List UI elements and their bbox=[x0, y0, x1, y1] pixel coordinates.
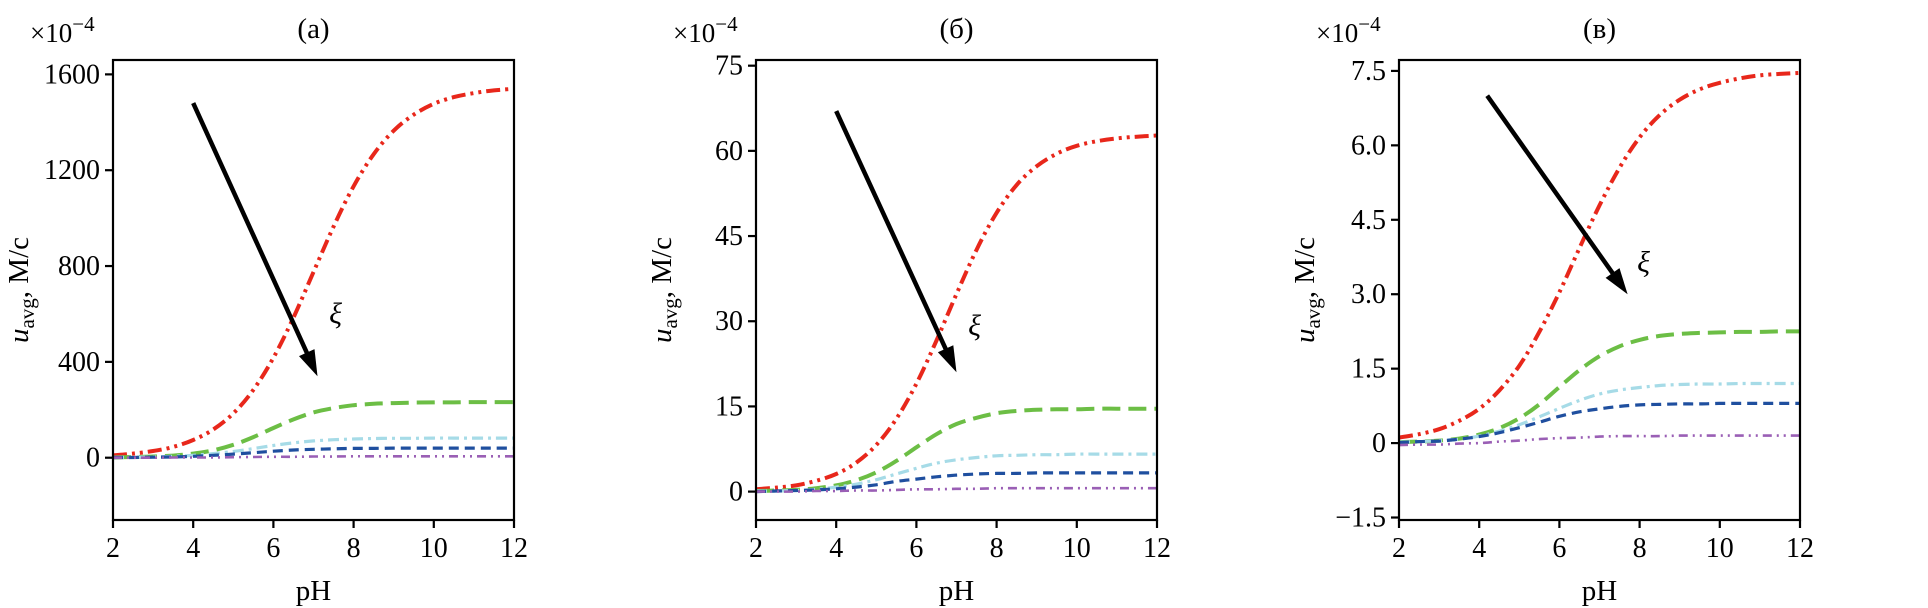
y-tick-label: 45 bbox=[715, 221, 743, 252]
y-tick-label: 4.5 bbox=[1351, 205, 1386, 236]
chart-svg: 2 4 6 8 10 12 0 400 800 1200 1600 (а) ×10−4 pH uavg, М… bbox=[3, 12, 528, 607]
y-tick-label: −1.5 bbox=[1335, 503, 1386, 534]
y-tick-label: 60 bbox=[715, 136, 743, 167]
series-line-xi-4 bbox=[113, 446, 514, 460]
series-line-xi-1 bbox=[1399, 70, 1800, 440]
xi-arrow-head bbox=[299, 349, 318, 377]
x-tick-label: 6 bbox=[909, 533, 923, 564]
series-line-xi-5 bbox=[756, 486, 1157, 493]
x-tick-label: 4 bbox=[829, 533, 843, 564]
series-line-xi-3 bbox=[1399, 381, 1800, 444]
axes-box bbox=[1397, 58, 1802, 522]
y-tick-label: 1600 bbox=[44, 59, 100, 90]
y-tick-label: 30 bbox=[715, 306, 743, 337]
panel-title: (в) bbox=[1583, 13, 1616, 45]
chart-panel-v: 2 4 6 8 10 12 −1.5 0 1.5 3.0 4.5 6.0 7.5 (в) ×10−4 pH ua… bbox=[1286, 0, 1928, 608]
axes-box bbox=[111, 58, 516, 522]
panel-title: (б) bbox=[939, 13, 973, 45]
y-axis-label: uavg, М/с bbox=[3, 237, 39, 343]
x-axis-label: pH bbox=[296, 575, 332, 607]
x-tick-label: 12 bbox=[1786, 533, 1814, 564]
x-tick-label: 2 bbox=[749, 533, 763, 564]
series-line-xi-1 bbox=[756, 133, 1157, 492]
y-tick-label: 0 bbox=[86, 443, 100, 474]
x-tick-label: 10 bbox=[1706, 533, 1734, 564]
x-tick-label: 8 bbox=[1633, 533, 1647, 564]
x-tick-label: 2 bbox=[106, 533, 120, 564]
series-line-xi-5 bbox=[113, 454, 514, 460]
series-line-xi-4 bbox=[1399, 401, 1800, 445]
chart-svg: 2 4 6 8 10 12 0 15 30 45 60 75 (б) ×10−4 pH uavg, М/с ξ bbox=[646, 12, 1171, 607]
axes-box bbox=[754, 58, 1159, 522]
panel-title: (а) bbox=[297, 13, 329, 45]
y-tick-label: 1200 bbox=[44, 155, 100, 186]
x-tick-label: 6 bbox=[1552, 533, 1566, 564]
xi-arrow-shaft bbox=[191, 102, 311, 359]
x-tick-label: 4 bbox=[186, 533, 200, 564]
xi-arrow-shaft bbox=[1485, 94, 1618, 279]
chart-panel-a: 2 4 6 8 10 12 0 400 800 1200 1600 (а) ×10−4 pH uavg, М… bbox=[0, 0, 643, 608]
y-tick-label: 1.5 bbox=[1351, 354, 1386, 385]
series-line-xi-2 bbox=[756, 406, 1157, 493]
xi-label: ξ bbox=[968, 309, 981, 342]
xi-label: ξ bbox=[329, 298, 342, 331]
y-tick-label: 7.5 bbox=[1351, 56, 1386, 87]
x-tick-label: 12 bbox=[500, 533, 528, 564]
y-scale-label: ×10−4 bbox=[30, 12, 95, 48]
y-scale-label: ×10−4 bbox=[673, 12, 738, 48]
xi-arrow-head bbox=[1605, 268, 1628, 295]
x-tick-label: 10 bbox=[420, 533, 448, 564]
xi-arrow-head bbox=[937, 345, 957, 373]
xi-label: ξ bbox=[1637, 246, 1650, 279]
series-line-xi-2 bbox=[1399, 329, 1800, 445]
y-tick-label: 75 bbox=[715, 51, 743, 82]
x-tick-label: 8 bbox=[990, 533, 1004, 564]
x-axis-label: pH bbox=[939, 575, 975, 607]
x-tick-label: 10 bbox=[1063, 533, 1091, 564]
x-tick-label: 2 bbox=[1392, 533, 1406, 564]
series-line-xi-5 bbox=[1399, 434, 1800, 447]
x-tick-label: 4 bbox=[1472, 533, 1486, 564]
y-tick-label: 6.0 bbox=[1351, 130, 1386, 161]
x-tick-label: 6 bbox=[266, 533, 280, 564]
series-line-xi-4 bbox=[756, 471, 1157, 494]
xi-arrow-shaft bbox=[834, 110, 950, 355]
y-tick-label: 400 bbox=[58, 347, 100, 378]
y-tick-label: 800 bbox=[58, 251, 100, 282]
y-scale-label: ×10−4 bbox=[1316, 12, 1381, 48]
y-tick-label: 0 bbox=[1372, 428, 1386, 459]
series-line-xi-1 bbox=[113, 86, 514, 458]
y-tick-label: 0 bbox=[729, 477, 743, 508]
y-tick-label: 3.0 bbox=[1351, 279, 1386, 310]
y-axis-label: uavg, М/с bbox=[646, 237, 682, 343]
chart-svg: 2 4 6 8 10 12 −1.5 0 1.5 3.0 4.5 6.0 7.5 (в) ×10−4 pH ua… bbox=[1289, 12, 1814, 607]
chart-panel-b: 2 4 6 8 10 12 0 15 30 45 60 75 (б) ×10−4 pH uavg, М/с ξ bbox=[643, 0, 1286, 608]
y-tick-label: 15 bbox=[715, 391, 743, 422]
x-axis-label: pH bbox=[1582, 575, 1618, 607]
x-tick-label: 8 bbox=[347, 533, 361, 564]
y-axis-label: uavg, М/с bbox=[1289, 237, 1325, 343]
x-tick-label: 12 bbox=[1143, 533, 1171, 564]
